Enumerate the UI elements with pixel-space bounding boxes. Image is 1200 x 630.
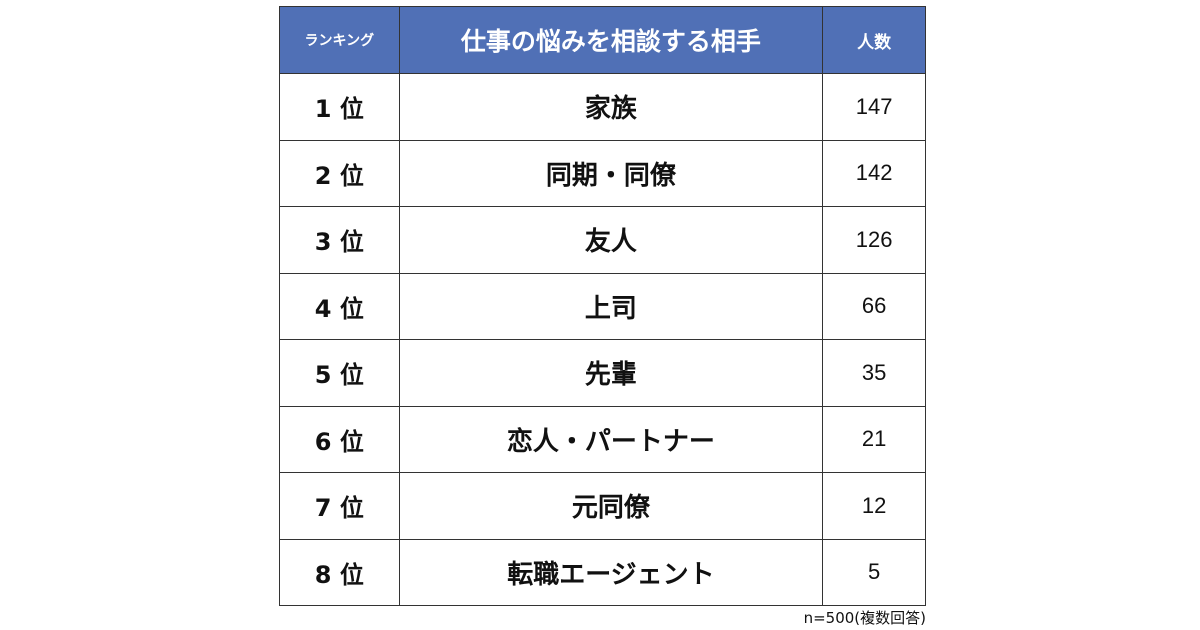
- count-cell: 147: [822, 73, 926, 141]
- table-row: 6 位恋人・パートナー 21: [279, 405, 926, 473]
- count-cell: 5: [822, 538, 926, 606]
- rank-cell: 1 位: [279, 73, 400, 141]
- rank-cell: 6 位: [279, 405, 400, 473]
- table-row: 3 位友人 126: [279, 206, 926, 274]
- sample-note: n=500(複数回答): [803, 609, 926, 627]
- count-cell: 35: [822, 339, 926, 407]
- count-cell: 12: [822, 472, 926, 540]
- rank-cell: 7 位: [279, 472, 400, 540]
- header-rank: ランキング: [279, 6, 400, 74]
- header-row: ランキング 仕事の悩みを相談する相手 人数: [279, 6, 926, 74]
- partner-cell: 上司: [398, 272, 824, 340]
- rank-cell: 4 位: [279, 272, 400, 340]
- table-row: 7 位元同僚 12: [279, 472, 926, 540]
- partner-cell: 同期・同僚: [398, 139, 824, 207]
- rank-cell: 3 位: [279, 206, 400, 274]
- rank-cell: 5 位: [279, 339, 400, 407]
- count-cell: 142: [822, 139, 926, 207]
- count-cell: 66: [822, 272, 926, 340]
- table-row: 4 位上司 66: [279, 272, 926, 340]
- table-row: 1 位家族 147: [279, 73, 926, 141]
- partner-cell: 家族: [398, 73, 824, 141]
- count-cell: 21: [822, 405, 926, 473]
- rank-cell: 2 位: [279, 139, 400, 207]
- table-row: 8 位転職エージェント 5: [279, 538, 926, 606]
- header-count: 人数: [822, 6, 926, 74]
- partner-cell: 恋人・パートナー: [398, 405, 824, 473]
- rank-cell: 8 位: [279, 538, 400, 606]
- table-row: 5 位先輩 35: [279, 339, 926, 407]
- partner-cell: 友人: [398, 206, 824, 274]
- header-partner: 仕事の悩みを相談する相手: [398, 6, 824, 74]
- count-cell: 126: [822, 206, 926, 274]
- table-row: 2 位同期・同僚 142: [279, 139, 926, 207]
- ranking-table: ランキング 仕事の悩みを相談する相手 人数 1 位家族 147 2 位同期・同僚 14…: [279, 6, 926, 606]
- partner-cell: 先輩: [398, 339, 824, 407]
- partner-cell: 転職エージェント: [398, 538, 824, 606]
- partner-cell: 元同僚: [398, 472, 824, 540]
